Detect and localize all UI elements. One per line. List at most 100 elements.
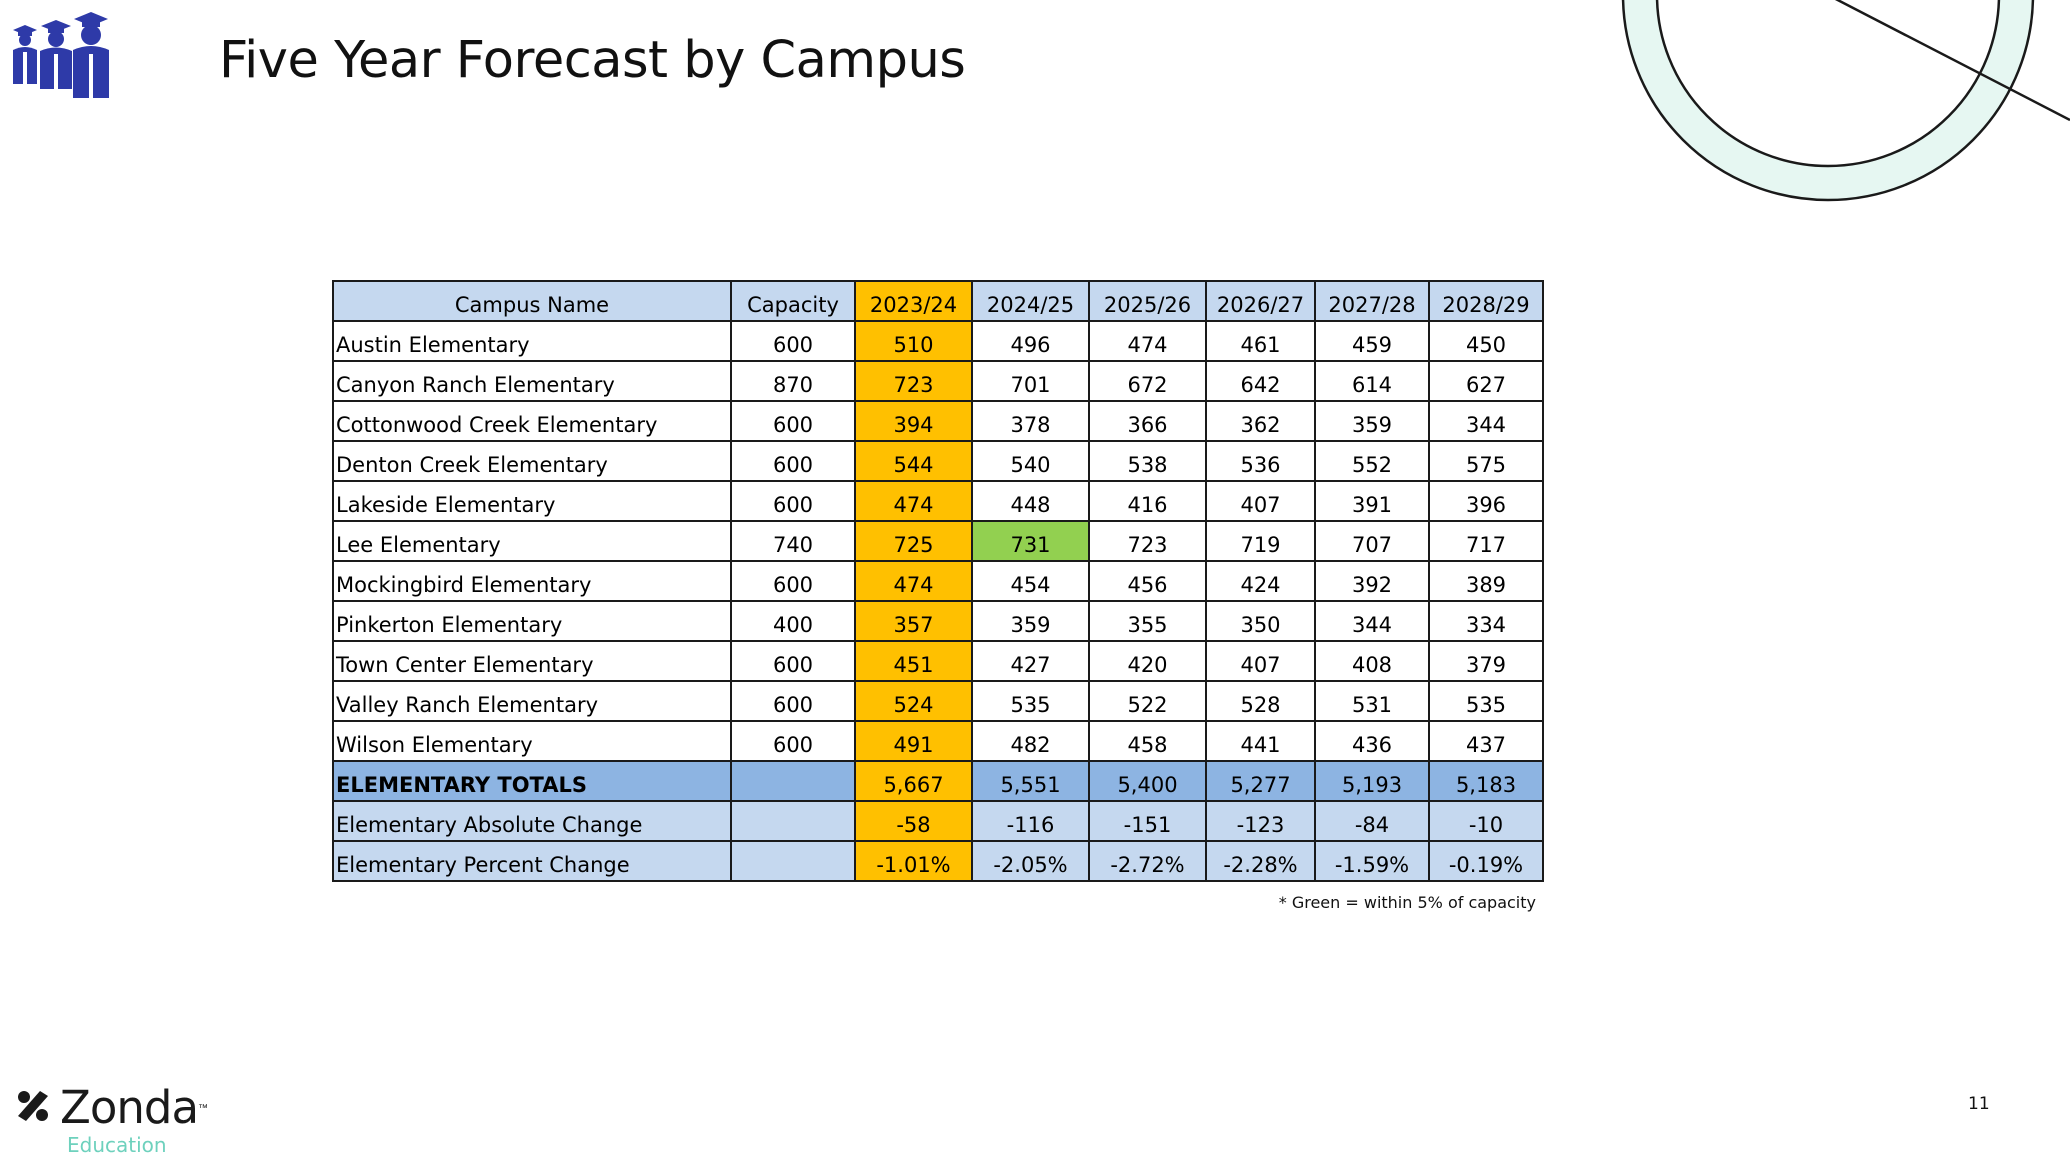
table-cell: 5,277 [1205, 760, 1316, 802]
table-cell: 420 [1088, 640, 1207, 682]
column-header: Campus Name [332, 280, 732, 322]
footnote: * Green = within 5% of capacity [1278, 893, 1536, 912]
table-cell: 400 [730, 600, 856, 642]
table-cell: 427 [971, 640, 1090, 682]
table-cell: 451 [854, 640, 973, 682]
table-cell: -0.19% [1428, 840, 1544, 882]
table-cell: 600 [730, 440, 856, 482]
campus-name-cell: Denton Creek Elementary [332, 440, 732, 482]
table-cell: -151 [1088, 800, 1207, 842]
table-cell: 600 [730, 680, 856, 722]
table-cell: 474 [1088, 320, 1207, 362]
table-cell: -84 [1314, 800, 1430, 842]
table-cell: 366 [1088, 400, 1207, 442]
table-row: Cottonwood Creek Elementary 600 394 378 366 3… [332, 400, 1544, 442]
table-cell: -58 [854, 800, 973, 842]
table-cell [730, 840, 856, 882]
table-row: Canyon Ranch Elementary 870 723 701 672 642 61… [332, 360, 1544, 402]
table-cell: 531 [1314, 680, 1430, 722]
table-cell: 524 [854, 680, 973, 722]
table-cell: 408 [1314, 640, 1430, 682]
table-cell: 672 [1088, 360, 1207, 402]
table-cell: 701 [971, 360, 1090, 402]
zonda-logo: Zonda ™ Education [16, 1083, 208, 1157]
absolute-change-row: Elementary Absolute Change -58 -116 -151 -12… [332, 800, 1544, 842]
table-cell: 474 [854, 560, 973, 602]
table-row: Town Center Elementary 600 451 427 420 407 408… [332, 640, 1544, 682]
table-cell: 461 [1205, 320, 1316, 362]
table-cell: 731 [971, 520, 1090, 562]
table-cell: 717 [1428, 520, 1544, 562]
table-cell: 740 [730, 520, 856, 562]
table-cell: 359 [1314, 400, 1430, 442]
table-row: Mockingbird Elementary 600 474 454 456 424 392… [332, 560, 1544, 602]
table-row: Lakeside Elementary 600 474 448 416 407 391 396 [332, 480, 1544, 522]
table-cell: 379 [1428, 640, 1544, 682]
table-cell: 719 [1205, 520, 1316, 562]
column-header: 2025/26 [1088, 280, 1207, 322]
circle-ring-decoration [1570, 0, 2070, 250]
table-row: Valley Ranch Elementary 600 524 535 522 528 53… [332, 680, 1544, 722]
table-cell: 357 [854, 600, 973, 642]
table-cell: 378 [971, 400, 1090, 442]
table-cell: -10 [1428, 800, 1544, 842]
table-cell: 5,193 [1314, 760, 1430, 802]
table-cell: 334 [1428, 600, 1544, 642]
table-cell: 407 [1205, 480, 1316, 522]
logo-trademark: ™ [198, 1102, 209, 1114]
table-cell: 391 [1314, 480, 1430, 522]
table-cell: 396 [1428, 480, 1544, 522]
table-cell: 575 [1428, 440, 1544, 482]
table-header-row: Campus Name Capacity 2023/24 2024/25 2025/26… [332, 280, 1544, 322]
table-row: Lee Elementary 740 725 731 723 719 707 717 [332, 520, 1544, 562]
table-cell: 723 [1088, 520, 1207, 562]
table-cell: 528 [1205, 680, 1316, 722]
table-cell: 642 [1205, 360, 1316, 402]
table-cell: 535 [971, 680, 1090, 722]
table-cell: 522 [1088, 680, 1207, 722]
table-cell: 535 [1428, 680, 1544, 722]
table-cell: 5,667 [854, 760, 973, 802]
table-cell: 394 [854, 400, 973, 442]
table-cell: 600 [730, 720, 856, 762]
totals-row: ELEMENTARY TOTALS 5,667 5,551 5,400 5,277 5,1… [332, 760, 1544, 802]
table-cell: 723 [854, 360, 973, 402]
table-cell: 437 [1428, 720, 1544, 762]
campus-name-cell: Cottonwood Creek Elementary [332, 400, 732, 442]
column-header: 2024/25 [971, 280, 1090, 322]
table-cell: 482 [971, 720, 1090, 762]
campus-name-cell: Lakeside Elementary [332, 480, 732, 522]
column-header: 2023/24 [854, 280, 973, 322]
campus-name-cell: Canyon Ranch Elementary [332, 360, 732, 402]
table-cell: 707 [1314, 520, 1430, 562]
table-cell: 389 [1428, 560, 1544, 602]
table-cell: 544 [854, 440, 973, 482]
campus-name-cell: Mockingbird Elementary [332, 560, 732, 602]
campus-name-cell: Lee Elementary [332, 520, 732, 562]
table-cell: 600 [730, 480, 856, 522]
table-cell: 552 [1314, 440, 1430, 482]
campus-name-cell: Austin Elementary [332, 320, 732, 362]
table-cell: 496 [971, 320, 1090, 362]
percent-change-row: Elementary Percent Change -1.01% -2.05% -2.… [332, 840, 1544, 882]
table-row: Pinkerton Elementary 400 357 359 355 350 344 33… [332, 600, 1544, 642]
row-label-cell: Elementary Absolute Change [332, 800, 732, 842]
campus-name-cell: Wilson Elementary [332, 720, 732, 762]
table-cell: 350 [1205, 600, 1316, 642]
table-row: Austin Elementary 600 510 496 474 461 459 450 [332, 320, 1544, 362]
forecast-table-container: Campus Name Capacity 2023/24 2024/25 2025/26… [332, 280, 1544, 882]
zonda-mark-icon [16, 1089, 50, 1128]
table-cell: 344 [1314, 600, 1430, 642]
campus-name-cell: Valley Ranch Elementary [332, 680, 732, 722]
table-cell: 540 [971, 440, 1090, 482]
table-cell: 600 [730, 640, 856, 682]
table-row: Wilson Elementary 600 491 482 458 441 436 437 [332, 720, 1544, 762]
table-cell: 448 [971, 480, 1090, 522]
table-cell: 392 [1314, 560, 1430, 602]
table-cell: 454 [971, 560, 1090, 602]
table-cell: 600 [730, 560, 856, 602]
campus-name-cell: Pinkerton Elementary [332, 600, 732, 642]
table-cell: -116 [971, 800, 1090, 842]
table-cell: 441 [1205, 720, 1316, 762]
table-cell: -123 [1205, 800, 1316, 842]
